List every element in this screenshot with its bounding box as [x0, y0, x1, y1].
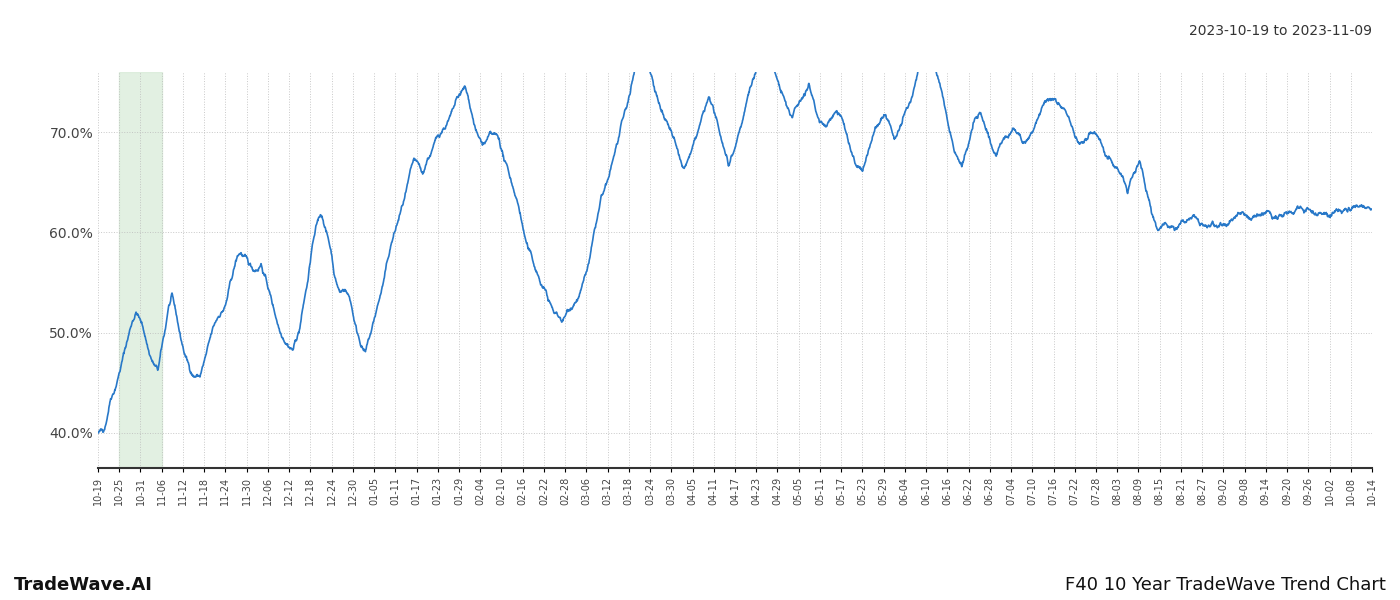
Text: TradeWave.AI: TradeWave.AI — [14, 576, 153, 594]
Text: F40 10 Year TradeWave Trend Chart: F40 10 Year TradeWave Trend Chart — [1065, 576, 1386, 594]
Text: 2023-10-19 to 2023-11-09: 2023-10-19 to 2023-11-09 — [1189, 24, 1372, 38]
Bar — [119, 72, 162, 468]
